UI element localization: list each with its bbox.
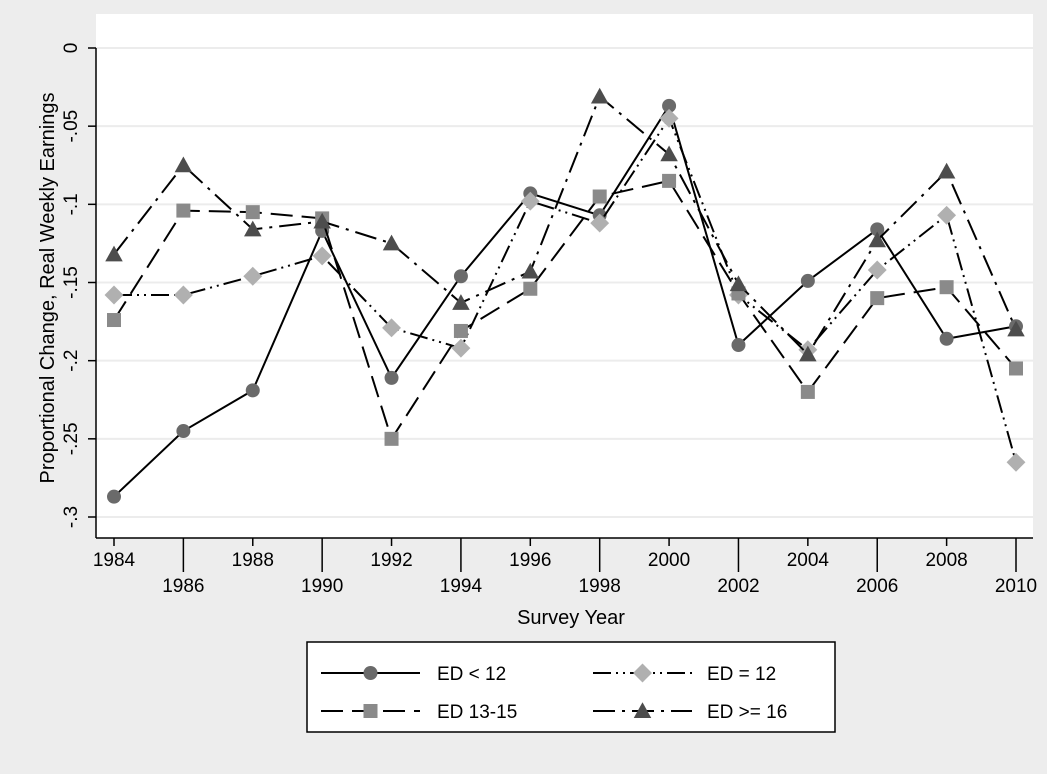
data-point	[245, 205, 260, 220]
data-point	[363, 666, 378, 680]
data-point	[244, 220, 262, 237]
x-tick-label: 1994	[440, 576, 483, 597]
data-point	[451, 338, 471, 358]
plot-area	[96, 14, 1033, 538]
data-point	[521, 262, 540, 279]
series-line	[113, 179, 1017, 442]
x-axis-title: Survey Year	[517, 607, 625, 629]
legend-item: ED >= 16	[593, 702, 787, 723]
legend-label: ED 13-15	[437, 702, 517, 723]
legend: ED < 12 ED = 12 ED 13-15 ED >= 16	[306, 641, 836, 733]
data-point	[382, 318, 401, 338]
legend-label: ED >= 16	[707, 702, 787, 723]
data-point	[633, 702, 652, 718]
data-point	[453, 323, 468, 338]
data-point	[867, 260, 887, 280]
y-tick-label: -.2	[61, 350, 82, 372]
data-point	[660, 145, 678, 162]
data-point	[800, 273, 815, 288]
data-point	[107, 489, 121, 504]
x-tick-label: 1984	[93, 550, 136, 571]
data-point	[363, 704, 378, 718]
x-tick-label: 2002	[717, 576, 759, 597]
legend-item: ED < 12	[321, 664, 506, 685]
data-point	[176, 424, 191, 439]
legend-label: ED < 12	[437, 664, 506, 685]
data-point	[382, 234, 401, 251]
data-point	[937, 162, 956, 179]
series	[105, 87, 1025, 362]
series-line	[113, 103, 1017, 498]
x-tick-label: 2000	[648, 550, 690, 571]
x-tick-label: 1992	[370, 550, 412, 571]
data-point	[868, 231, 886, 248]
y-axis-ticks: 0 -.05 -.1 -.15 -.2 -.25 -.3	[61, 43, 96, 528]
data-point	[1006, 452, 1026, 472]
data-point	[729, 275, 748, 292]
data-point	[384, 431, 399, 446]
data-point	[520, 191, 540, 211]
y-axis-title: Proportional Change, Real Weekly Earning…	[37, 93, 59, 484]
legend-item: ED 13-15	[321, 702, 517, 723]
y-tick-label: -.15	[61, 266, 82, 299]
y-tick-label: 0	[61, 43, 82, 54]
data-point	[313, 212, 331, 229]
data-point	[312, 246, 332, 266]
legend-box	[306, 641, 836, 733]
data-point	[590, 213, 610, 233]
data-point	[1009, 361, 1023, 376]
y-tick-label: -.25	[61, 422, 82, 455]
data-point	[104, 285, 124, 305]
data-point	[384, 370, 399, 385]
data-point	[243, 266, 263, 286]
x-tick-label: 1996	[509, 550, 551, 571]
data-point	[731, 338, 746, 353]
x-tick-label: 2006	[856, 576, 898, 597]
x-tick-label: 2010	[995, 576, 1037, 597]
data-point	[452, 294, 470, 310]
y-tick-label: -.3	[61, 506, 82, 528]
data-series	[104, 87, 1026, 504]
data-point	[1007, 320, 1025, 337]
data-point	[523, 281, 538, 296]
x-tick-label: 1986	[162, 576, 204, 597]
data-point	[590, 87, 609, 104]
x-tick-label: 1990	[301, 576, 343, 597]
series-line	[114, 116, 1017, 463]
x-tick-label: 2004	[787, 550, 830, 571]
x-tick-label: 1988	[232, 550, 274, 571]
data-point	[799, 345, 817, 362]
legend-label: ED = 12	[707, 664, 776, 685]
data-point	[633, 663, 652, 683]
data-point	[453, 269, 468, 284]
x-axis-ticks: 1984 1986 1988 1990 1992 1994 1996 1998 2000 2002…	[93, 538, 1037, 597]
data-point	[937, 205, 957, 225]
legend-item: ED = 12	[593, 663, 776, 685]
data-point	[176, 203, 191, 218]
data-point	[662, 98, 677, 113]
data-point	[105, 245, 123, 262]
x-tick-label: 2008	[925, 550, 967, 571]
x-tick-label: 1998	[579, 576, 621, 597]
data-point	[173, 285, 193, 305]
y-tick-label: -.05	[61, 110, 82, 143]
data-point	[662, 173, 677, 188]
data-point	[800, 384, 815, 399]
data-point	[870, 222, 885, 237]
data-point	[939, 280, 954, 295]
data-point	[592, 189, 607, 204]
data-point	[870, 291, 885, 306]
data-point	[245, 383, 260, 398]
data-point	[107, 313, 121, 328]
y-tick-label: -.1	[61, 193, 82, 215]
data-point	[659, 108, 679, 128]
series	[107, 98, 1023, 504]
data-point	[939, 331, 954, 346]
data-point	[174, 156, 193, 173]
